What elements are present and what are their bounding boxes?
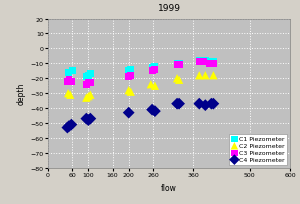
C2 Piezometer	[148, 83, 153, 86]
C2 Piezometer	[86, 95, 91, 98]
C1 Piezometer	[152, 65, 157, 69]
C3 Piezometer	[197, 61, 202, 64]
C3 Piezometer	[69, 80, 74, 83]
C1 Piezometer	[126, 70, 131, 73]
C1 Piezometer	[197, 59, 202, 63]
C4 Piezometer	[211, 103, 216, 106]
C2 Piezometer	[88, 94, 93, 97]
Legend: C1 Piezometer, C2 Piezometer, C3 Piezometer, C4 Piezometer: C1 Piezometer, C2 Piezometer, C3 Piezome…	[230, 134, 287, 165]
C3 Piezometer	[86, 82, 91, 85]
C1 Piezometer	[88, 73, 93, 76]
X-axis label: flow: flow	[161, 183, 177, 192]
C2 Piezometer	[66, 92, 70, 95]
C2 Piezometer	[128, 91, 133, 94]
C4 Piezometer	[65, 126, 70, 130]
C1 Piezometer	[86, 74, 91, 78]
C4 Piezometer	[150, 109, 154, 112]
C1 Piezometer	[128, 68, 133, 72]
C3 Piezometer	[151, 70, 155, 73]
C4 Piezometer	[152, 110, 157, 113]
Title: 1999: 1999	[158, 4, 181, 13]
C3 Piezometer	[177, 64, 182, 67]
C4 Piezometer	[126, 111, 131, 115]
C3 Piezometer	[175, 64, 179, 67]
C4 Piezometer	[197, 103, 202, 106]
C2 Piezometer	[84, 96, 89, 100]
C2 Piezometer	[211, 74, 216, 78]
C1 Piezometer	[66, 71, 70, 75]
C3 Piezometer	[201, 61, 206, 64]
C2 Piezometer	[203, 74, 208, 78]
C3 Piezometer	[152, 68, 157, 72]
C1 Piezometer	[70, 70, 75, 73]
C4 Piezometer	[209, 103, 214, 106]
C2 Piezometer	[197, 74, 202, 78]
C1 Piezometer	[151, 67, 155, 70]
C3 Piezometer	[207, 62, 212, 66]
C2 Piezometer	[175, 77, 179, 81]
C1 Piezometer	[203, 59, 208, 63]
C3 Piezometer	[126, 76, 131, 79]
C1 Piezometer	[211, 61, 216, 64]
C3 Piezometer	[211, 62, 216, 66]
C1 Piezometer	[207, 61, 212, 64]
C1 Piezometer	[177, 62, 182, 66]
C3 Piezometer	[128, 74, 133, 78]
C4 Piezometer	[86, 119, 91, 122]
C3 Piezometer	[67, 79, 71, 82]
C4 Piezometer	[177, 103, 182, 106]
C4 Piezometer	[69, 123, 74, 127]
C4 Piezometer	[88, 117, 93, 121]
C4 Piezometer	[203, 104, 208, 107]
C4 Piezometer	[67, 125, 71, 128]
C2 Piezometer	[126, 89, 131, 92]
C1 Piezometer	[84, 76, 89, 79]
C4 Piezometer	[84, 117, 89, 121]
Y-axis label: depth: depth	[16, 83, 25, 105]
C2 Piezometer	[68, 94, 73, 97]
C3 Piezometer	[65, 80, 70, 83]
C4 Piezometer	[175, 103, 179, 106]
C2 Piezometer	[152, 85, 157, 88]
C2 Piezometer	[177, 79, 182, 82]
C3 Piezometer	[84, 83, 89, 86]
C1 Piezometer	[175, 62, 179, 66]
C3 Piezometer	[88, 82, 93, 85]
